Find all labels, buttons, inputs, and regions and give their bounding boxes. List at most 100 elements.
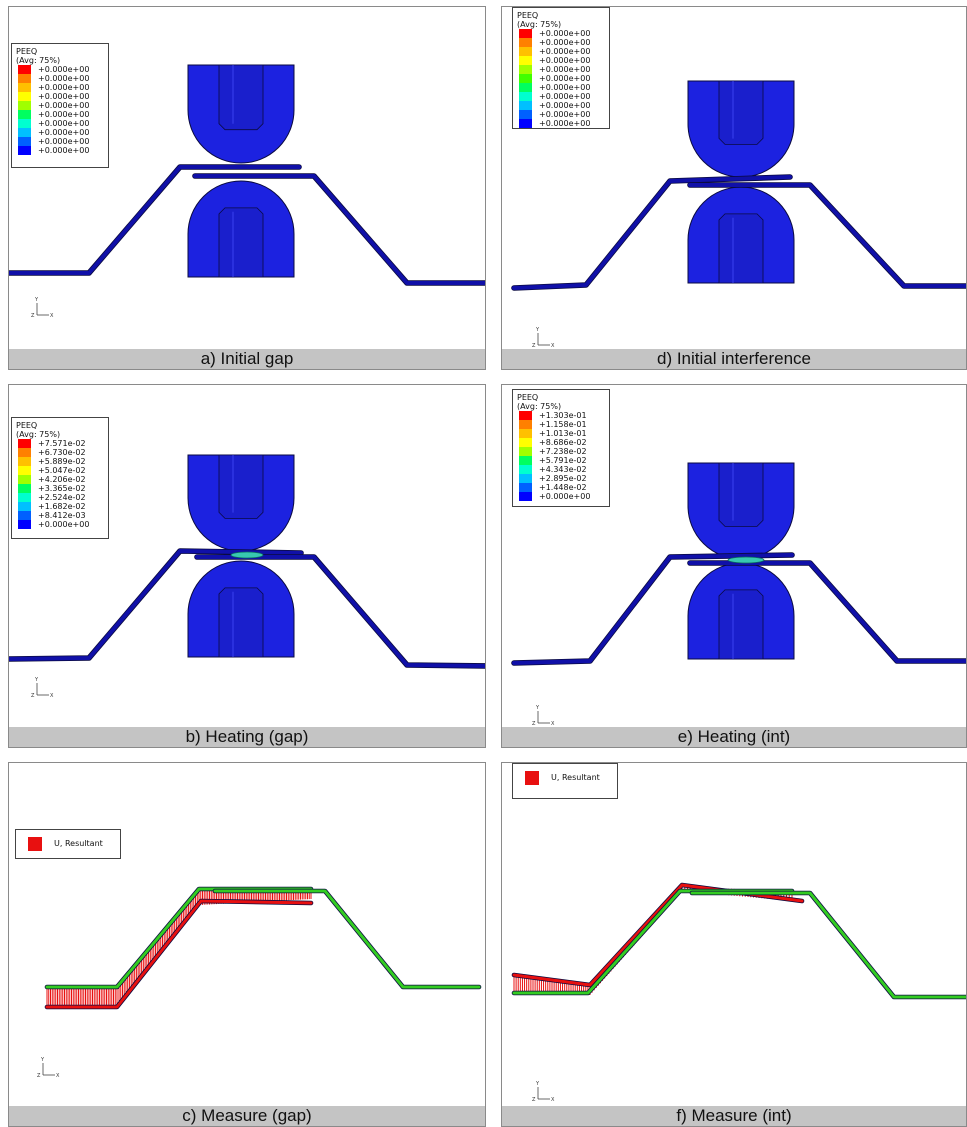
legend-value: +1.158e-01	[539, 420, 587, 429]
legend-row: +6.730e-02	[16, 448, 104, 457]
legend-swatch	[519, 420, 532, 429]
lower-electrode-bore	[718, 213, 764, 284]
legend-swatch	[18, 119, 31, 128]
legend-swatch	[18, 484, 31, 493]
legend-rows: +1.303e-01 +1.158e-01 +1.013e-01 +8.686e-02…	[517, 411, 605, 501]
legend-row: +0.000e+00	[517, 47, 605, 56]
legend-row: +0.000e+00	[517, 38, 605, 47]
legend-row: +2.524e-02	[16, 493, 104, 502]
panel-a-caption: a) Initial gap	[9, 349, 485, 369]
legend-row: +0.000e+00	[16, 74, 104, 83]
axis-triad-icon: Y Z X	[31, 677, 54, 699]
lower-sheet	[688, 183, 966, 288]
legend-value: +0.000e+00	[38, 101, 90, 110]
panel-a: PEEQ (Avg: 75%) +0.000e+00 +0.000e+00 +0.0…	[8, 6, 486, 370]
legend-subtitle: (Avg: 75%)	[16, 430, 61, 439]
legend-rows: +7.571e-02 +6.730e-02 +5.889e-02 +5.047e-02…	[16, 439, 104, 529]
upper-electrode-bore	[718, 462, 764, 527]
axis-y-label: Y	[40, 1057, 45, 1063]
legend-value: +0.000e+00	[38, 110, 90, 119]
axis-z-label: Z	[37, 1073, 41, 1079]
legend-row: +0.000e+00	[16, 110, 104, 119]
legend-value: +5.791e-02	[539, 456, 587, 465]
legend-swatch	[519, 56, 532, 65]
axis-z-label: Z	[532, 721, 536, 727]
axis-triad-icon: Y Z X	[532, 705, 555, 727]
lower-sheet	[193, 174, 485, 285]
legend-swatch	[519, 65, 532, 74]
legend-swatch	[519, 447, 532, 456]
panel-c-legend: U, Resultant	[15, 829, 121, 859]
legend-value: +2.524e-02	[38, 493, 86, 502]
legend-value: +0.000e+00	[539, 47, 591, 56]
legend-row: +8.686e-02	[517, 438, 605, 447]
axis-x-label: X	[56, 1073, 60, 1079]
deformed-lower-sheet-outline	[212, 888, 482, 990]
legend-value: +6.730e-02	[38, 448, 86, 457]
panel-d-caption: d) Initial interference	[502, 349, 966, 369]
legend-subtitle: (Avg: 75%)	[517, 402, 562, 411]
electrodes	[687, 80, 795, 284]
panel-d-legend: PEEQ (Avg: 75%) +0.000e+00 +0.000e+00 +0.0…	[512, 7, 610, 129]
axis-triad-icon: Y Z X	[37, 1057, 60, 1079]
panel-d: PEEQ (Avg: 75%) +0.000e+00 +0.000e+00 +0.0…	[501, 6, 967, 370]
axis-z-label: Z	[31, 313, 35, 319]
upper-sheet	[512, 175, 792, 290]
legend-row: +0.000e+00	[16, 92, 104, 101]
panel-c-axis-triad: Y Z X	[37, 1055, 61, 1083]
legend-swatch	[18, 439, 31, 448]
legend-value: +4.206e-02	[38, 475, 86, 484]
legend-swatch	[519, 119, 532, 128]
axis-y-label: Y	[535, 327, 540, 333]
legend-swatch	[18, 74, 31, 83]
displaced-upper-sheet-outline	[44, 898, 314, 1010]
axis-y-label: Y	[535, 705, 540, 711]
panel-f-axis-triad: Y Z X	[532, 1079, 556, 1107]
legend-row: +7.571e-02	[16, 439, 104, 448]
legend-row: +4.343e-02	[517, 465, 605, 474]
legend-row: +0.000e+00	[517, 119, 605, 128]
legend-value: +1.682e-02	[38, 502, 86, 511]
legend-swatch	[18, 83, 31, 92]
legend-value: +7.571e-02	[38, 439, 86, 448]
legend-row: +2.895e-02	[517, 474, 605, 483]
legend-value: +0.000e+00	[539, 38, 591, 47]
legend-row: +0.000e+00	[16, 128, 104, 137]
upper-electrode-bore	[218, 64, 264, 131]
upper-electrode-bore	[718, 80, 764, 145]
legend-row: +0.000e+00	[16, 137, 104, 146]
legend-value: +0.000e+00	[539, 110, 591, 119]
legend-swatch	[519, 483, 532, 492]
legend-swatch	[18, 493, 31, 502]
legend-row: +1.448e-02	[517, 483, 605, 492]
legend-row: +1.682e-02	[16, 502, 104, 511]
legend-swatch	[519, 101, 532, 110]
legend-value: +0.000e+00	[38, 520, 90, 529]
lower-electrode-bore	[218, 207, 264, 278]
legend-swatch	[519, 474, 532, 483]
legend-row: +0.000e+00	[517, 492, 605, 501]
panel-e: PEEQ (Avg: 75%) +1.303e-01 +1.158e-01 +1.0…	[501, 384, 967, 748]
panel-d-scene	[511, 80, 966, 291]
legend-row: +1.013e-01	[517, 429, 605, 438]
arrows-left-flange	[46, 987, 118, 1007]
legend-value: +7.238e-02	[539, 447, 587, 456]
legend-subtitle: (Avg: 75%)	[517, 20, 562, 29]
panel-b-legend: PEEQ (Avg: 75%) +7.571e-02 +6.730e-02 +5.8…	[11, 417, 109, 539]
legend-swatch	[18, 110, 31, 119]
lower-electrode-bore	[718, 589, 764, 660]
legend-value: +0.000e+00	[38, 83, 90, 92]
legend-row: +0.000e+00	[16, 146, 104, 155]
legend-value: +0.000e+00	[38, 119, 90, 128]
legend-value: +0.000e+00	[539, 119, 591, 128]
legend-row: +0.000e+00	[16, 83, 104, 92]
legend-value: +3.365e-02	[38, 484, 86, 493]
legend-swatch	[519, 456, 532, 465]
legend-swatch	[519, 110, 532, 119]
electrodes	[687, 462, 795, 660]
panel-f-legend: U, Resultant	[512, 763, 618, 799]
panel-c: U, Resultant Y Z X c) Measure (gap)	[8, 762, 486, 1127]
legend-row: +0.000e+00	[517, 110, 605, 119]
legend-swatch	[18, 92, 31, 101]
legend-swatch	[18, 466, 31, 475]
